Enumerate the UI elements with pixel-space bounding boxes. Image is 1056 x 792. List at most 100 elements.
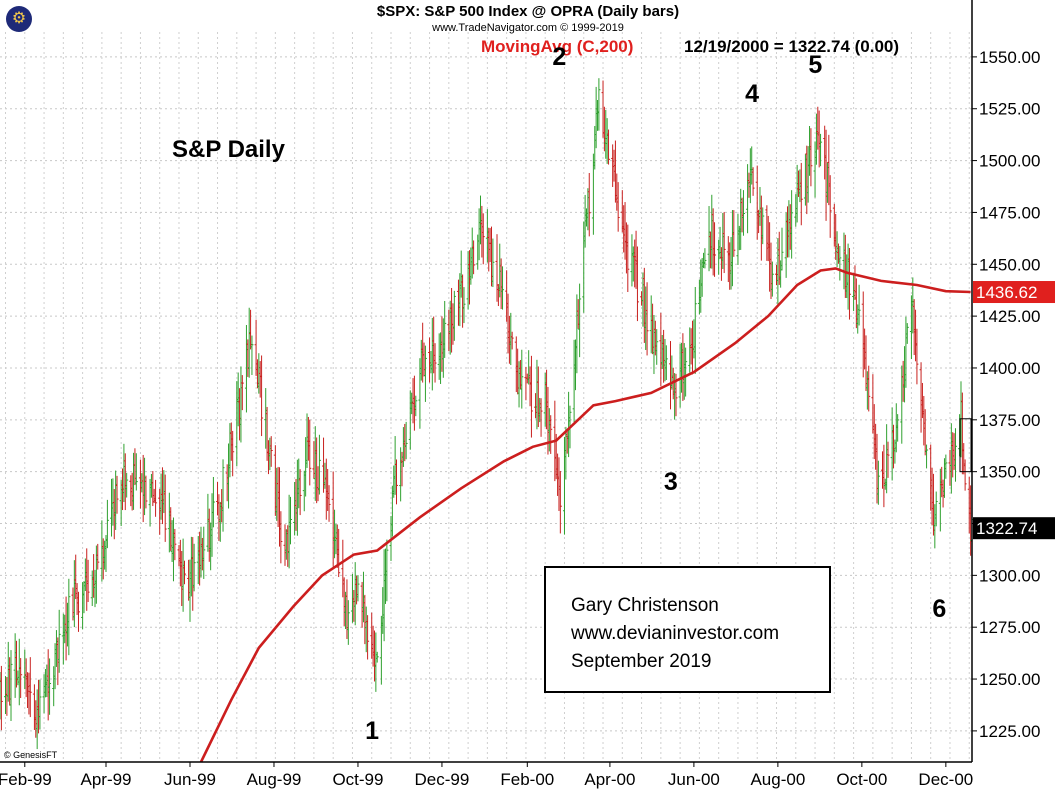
ohlc-bar [28, 657, 32, 718]
ohlc-bar [433, 343, 437, 383]
ohlc-bar [472, 240, 476, 275]
moving-average-line [199, 267, 971, 763]
ohlc-bar [288, 496, 292, 545]
ohlc-bar [684, 347, 688, 397]
badge-label: 1436.62 [976, 283, 1037, 302]
y-tick-label: 1375.00 [979, 411, 1040, 430]
ohlc-bar [202, 526, 206, 579]
x-tick-label: Apr-99 [80, 770, 131, 789]
ohlc-bar [857, 284, 861, 326]
ohlc-bar [163, 474, 167, 542]
y-tick-label: 1225.00 [979, 722, 1040, 741]
x-tick-label: Jun-99 [164, 770, 216, 789]
badge-label: 1322.74 [976, 519, 1037, 538]
ohlc-bar [693, 287, 697, 374]
chart-label: S&P Daily [172, 136, 285, 163]
moving-average-legend: MovingAvg (C,200) [481, 37, 634, 56]
ohlc-bar [96, 543, 100, 570]
ohlc-bar [327, 485, 331, 522]
price-badges: 1436.62 1322.74 [973, 281, 1055, 540]
ohlc-bar [375, 651, 379, 663]
ohlc-bar [443, 300, 447, 358]
ohlc-bar [713, 222, 717, 277]
ohlc-bar [192, 543, 196, 592]
ohlc-bar [501, 266, 505, 310]
ohlc-bar [144, 475, 148, 509]
range-marker [959, 418, 972, 473]
ohlc-bar [876, 460, 880, 505]
badge-box [973, 281, 1055, 304]
ohlc-bar [385, 539, 389, 602]
ohlc-bar [38, 679, 42, 730]
ohlc-bar [48, 658, 52, 715]
y-tick-label: 1275.00 [979, 618, 1040, 637]
ohlc-bar [607, 129, 611, 165]
ohlc-bar [0, 665, 3, 731]
ohlc-bar [751, 167, 755, 196]
axes [0, 0, 977, 767]
price-badge: 1322.74 [973, 517, 1055, 540]
ohlc-bar [963, 459, 967, 491]
ohlc-bar [664, 345, 668, 380]
ohlc-bar [105, 499, 109, 549]
ohlc-bar [828, 175, 832, 238]
ohlc-bar [934, 491, 938, 527]
ohlc-bar [722, 211, 726, 274]
ohlc-bar [356, 575, 360, 602]
wave-label-5: 5 [808, 51, 823, 80]
last-value-legend: 12/19/2000 = 1322.74 (0.00) [684, 37, 900, 56]
y-tick-label: 1250.00 [979, 670, 1040, 689]
wave-label-1: 1 [365, 716, 379, 745]
ohlc-bar [867, 365, 871, 412]
ohlc-bar [221, 459, 225, 532]
ohlc-bar [414, 395, 418, 417]
ohlc-bar [905, 323, 909, 344]
ohlc-bar [780, 227, 784, 271]
price-badge: 1436.62 [973, 281, 1055, 304]
ohlc-bar [896, 414, 900, 442]
ohlc-bar [173, 528, 177, 561]
ohlc-bar [481, 213, 485, 265]
wave-label-3: 3 [663, 468, 678, 497]
wave-label-6: 6 [932, 594, 947, 623]
note-date: September 2019 [571, 651, 712, 672]
chart-title: $SPX: S&P 500 Index @ OPRA (Daily bars) [376, 3, 680, 20]
ohlc-bar [953, 428, 957, 482]
ohlc-bar [587, 173, 591, 237]
ohlc-bar [231, 430, 235, 477]
ohlc-bar [182, 560, 186, 585]
y-tick-label: 1475.00 [979, 203, 1040, 222]
ohlc-bar [240, 375, 244, 411]
ohlc-bar [57, 609, 61, 673]
ohlc-bar [346, 600, 350, 645]
ohlc-bar [19, 658, 23, 699]
ohlc-bar [154, 479, 158, 517]
ohlc-bar [86, 559, 90, 603]
ohlc-bar [67, 578, 71, 656]
ohlc-bar [491, 238, 495, 288]
ohlc-bar [597, 78, 601, 131]
x-tick-label: Oct-99 [332, 770, 383, 789]
ohlc-bar [520, 349, 524, 409]
ohlc-bar [847, 247, 851, 320]
ohlc-bar [9, 650, 13, 722]
ohlc-bar [578, 283, 582, 358]
ohlc-bar [462, 287, 466, 324]
wave-label-2: 2 [552, 42, 567, 71]
ohlc-bar [452, 290, 456, 341]
ohlc-bar [558, 470, 562, 534]
ohlc-bar [125, 472, 129, 498]
ohlc-bar [260, 355, 264, 437]
note-website: www.devianinvestor.com [571, 623, 780, 644]
x-tick-label: Dec-00 [918, 770, 973, 789]
note-author: Gary Christenson [571, 595, 719, 616]
y-tick-label: 1500.00 [979, 152, 1040, 171]
ohlc-bar [404, 421, 408, 460]
x-tick-label: Oct-00 [836, 770, 887, 789]
ohlc-bar [925, 444, 929, 469]
price-bars [0, 78, 974, 750]
ohlc-bar [732, 210, 736, 257]
globe-logo-icon: ⚙ [6, 6, 32, 32]
ohlc-bar [838, 245, 842, 281]
